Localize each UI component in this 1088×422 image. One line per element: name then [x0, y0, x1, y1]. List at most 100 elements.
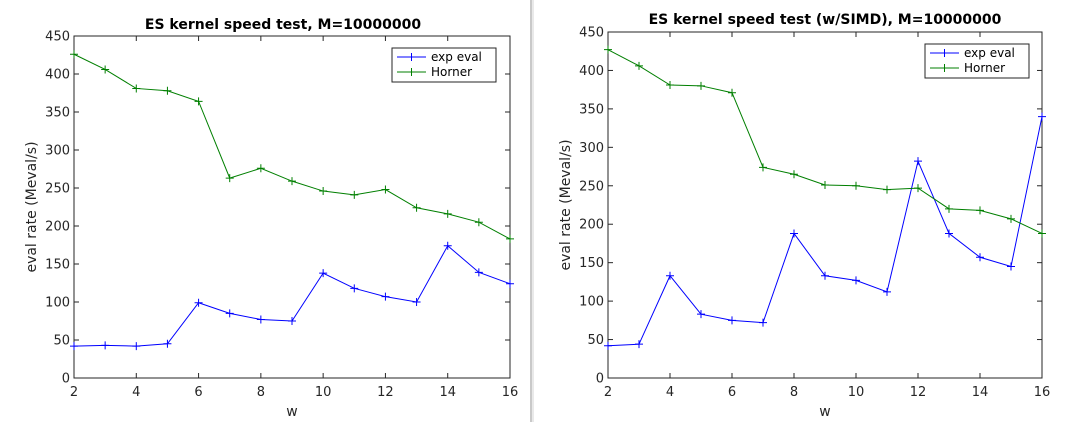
data-point — [883, 287, 891, 296]
data-point — [666, 271, 674, 280]
x-tick-label: 4 — [132, 385, 140, 400]
x-tick-label: 12 — [377, 385, 394, 400]
data-point — [443, 241, 452, 250]
y-tick-label: 100 — [579, 295, 604, 310]
data-point — [1038, 112, 1046, 121]
x-tick-label: 6 — [728, 385, 736, 400]
data-point — [728, 316, 736, 325]
data-point — [821, 181, 829, 190]
data-point — [70, 342, 78, 351]
data-point — [821, 271, 829, 280]
data-point — [288, 177, 296, 186]
data-point — [506, 279, 514, 288]
legend-label: Horner — [431, 65, 472, 79]
y-tick-label: 250 — [579, 179, 604, 194]
window-divider — [530, 0, 532, 422]
data-point — [225, 174, 234, 183]
x-tick-label: 8 — [257, 385, 265, 400]
y-tick-label: 400 — [45, 68, 70, 83]
x-tick-label: 16 — [1034, 385, 1051, 400]
x-tick-label: 12 — [910, 385, 927, 400]
data-point — [1007, 262, 1015, 271]
legend-marker — [940, 64, 949, 72]
data-point — [194, 97, 203, 106]
x-tick-label: 2 — [70, 385, 78, 400]
x-tick-label: 14 — [972, 385, 989, 400]
data-point — [914, 184, 922, 193]
legend-marker — [407, 53, 416, 61]
y-tick-label: 50 — [53, 334, 70, 349]
data-point — [256, 315, 265, 324]
data-point — [883, 185, 891, 194]
data-point — [945, 204, 953, 213]
data-point — [474, 218, 483, 227]
data-point — [976, 206, 984, 215]
data-point — [256, 164, 265, 173]
x-tick-label: 14 — [439, 385, 456, 400]
legend-label: exp eval — [431, 50, 482, 64]
x-tick-label: 8 — [790, 385, 798, 400]
data-point — [288, 317, 296, 325]
data-point — [381, 292, 390, 301]
data-point — [443, 209, 452, 218]
y-tick-label: 250 — [45, 182, 70, 197]
y-axis-label: eval rate (Meval/s) — [558, 139, 574, 270]
data-point — [70, 50, 78, 59]
data-point — [790, 170, 798, 179]
y-tick-label: 150 — [579, 256, 604, 271]
right-plot-window: ES kernel speed test (w/SIMD), M=1000000… — [534, 0, 1088, 422]
legend-marker — [407, 68, 416, 76]
x-tick-label: 2 — [604, 385, 612, 400]
y-tick-label: 450 — [45, 30, 70, 45]
legend-marker — [940, 49, 949, 57]
x-tick-label: 6 — [194, 385, 202, 400]
axes-box — [73, 35, 511, 379]
window-divider-shadow — [532, 0, 534, 422]
y-tick-label: 200 — [45, 220, 70, 235]
y-tick-label: 300 — [45, 144, 70, 159]
data-point — [319, 187, 328, 196]
data-point — [194, 298, 203, 307]
data-point — [945, 229, 953, 238]
data-point — [604, 341, 612, 350]
data-point — [852, 181, 860, 190]
y-tick-label: 450 — [579, 26, 604, 41]
y-tick-label: 100 — [45, 296, 70, 311]
axes-box — [607, 31, 1043, 379]
x-tick-label: 4 — [666, 385, 674, 400]
data-point — [790, 229, 798, 238]
y-tick-label: 400 — [579, 64, 604, 79]
data-point — [976, 253, 984, 262]
data-point — [163, 86, 172, 95]
data-point — [474, 268, 483, 277]
data-point — [412, 203, 421, 212]
data-point — [381, 185, 390, 194]
y-tick-label: 350 — [579, 102, 604, 117]
y-tick-label: 150 — [45, 258, 70, 273]
left-plot-window: ES kernel speed test, M=10000000 0 50 100 15… — [0, 0, 530, 422]
chart-right: ES kernel speed test (w/SIMD), M=1000000… — [558, 12, 1051, 420]
x-tick-label: 10 — [848, 385, 865, 400]
data-point — [350, 284, 359, 293]
y-tick-label: 50 — [587, 333, 604, 348]
y-tick-label: 200 — [579, 218, 604, 233]
y-axis-label: eval rate (Meval/s) — [24, 141, 40, 272]
data-point — [666, 81, 674, 90]
data-point — [635, 61, 643, 70]
legend-label: Horner — [964, 61, 1005, 75]
y-tick-label: 0 — [62, 372, 70, 387]
data-point — [1007, 214, 1015, 223]
data-point — [914, 157, 922, 166]
data-point — [697, 81, 705, 90]
data-point — [132, 84, 141, 93]
legend-box — [391, 47, 497, 83]
data-point — [350, 190, 359, 199]
x-tick-label: 10 — [315, 385, 332, 400]
data-point — [506, 234, 514, 243]
data-point — [852, 276, 860, 285]
legend-box — [924, 43, 1030, 79]
chart-title: ES kernel speed test, M=10000000 — [145, 17, 421, 33]
chart-left: ES kernel speed test, M=10000000 0 50 100 15… — [24, 17, 518, 420]
data-point — [759, 163, 767, 172]
data-point — [604, 45, 612, 54]
